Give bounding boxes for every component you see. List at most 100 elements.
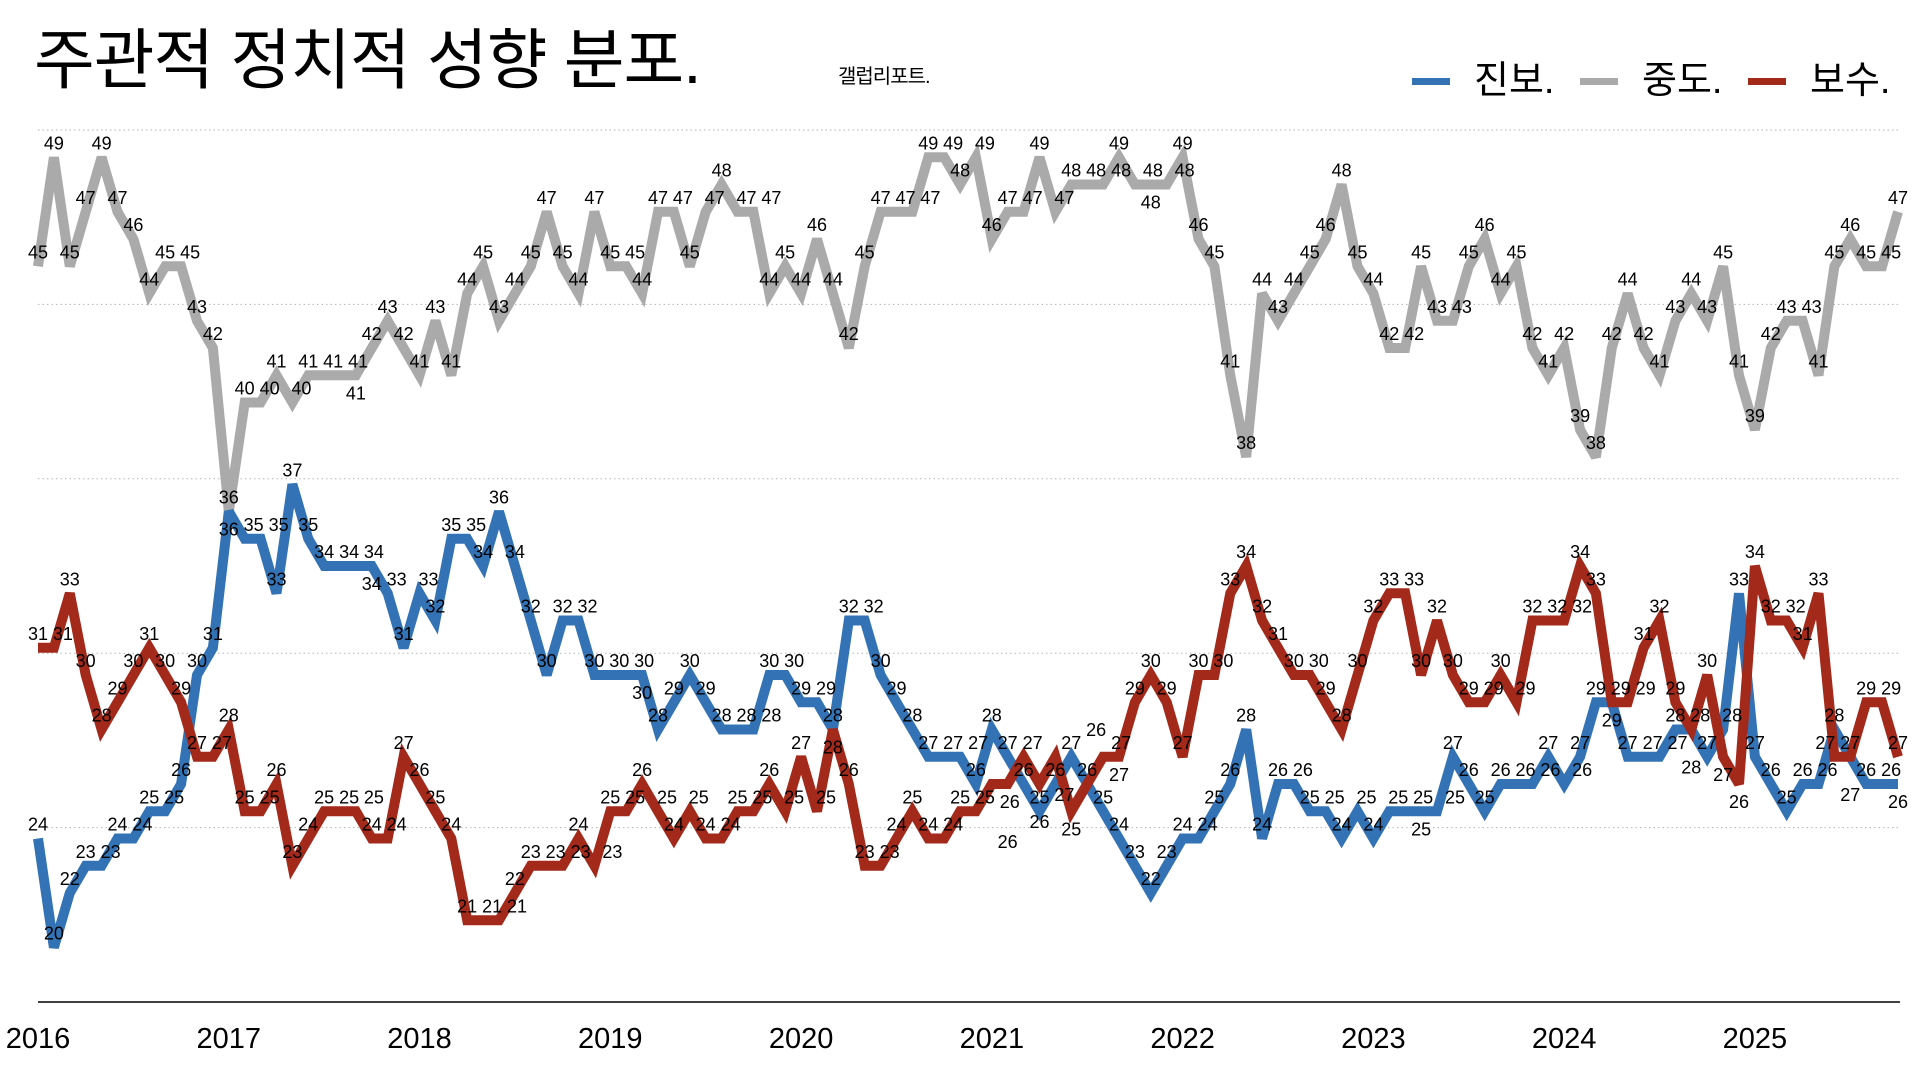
data-label-progressive: 33: [418, 569, 438, 589]
data-label-moderate: 42: [203, 324, 223, 344]
data-label-conservative: 34: [1745, 542, 1765, 562]
data-label-moderate: 40: [235, 379, 255, 399]
data-label-progressive: 29: [1586, 678, 1606, 698]
data-label-conservative: 27: [1840, 785, 1860, 805]
data-label-conservative: 33: [1808, 569, 1828, 589]
x-tick-label: 2018: [387, 1023, 452, 1055]
data-label-moderate: 45: [775, 242, 795, 262]
data-label-moderate: 44: [1618, 270, 1638, 290]
data-label-moderate: 45: [155, 242, 175, 262]
data-label-moderate: 47: [673, 188, 693, 208]
data-label-progressive: 28: [736, 706, 756, 726]
legend-swatch-conservative: [1748, 77, 1786, 85]
data-label-moderate: 44: [457, 270, 477, 290]
data-label-progressive: 27: [1697, 733, 1717, 753]
data-label-conservative: 29: [1515, 678, 1535, 698]
data-label-progressive: 26: [171, 760, 191, 780]
data-label-progressive: 26: [1572, 760, 1592, 780]
data-label-moderate: 49: [92, 133, 112, 153]
data-label-moderate: 47: [705, 188, 725, 208]
data-label-moderate: 39: [1745, 406, 1765, 426]
data-label-conservative: 29: [1665, 678, 1685, 698]
data-label-progressive: 24: [107, 815, 127, 835]
x-tick-label: 2023: [1341, 1023, 1406, 1055]
data-label-progressive: 27: [1840, 733, 1860, 753]
data-label-progressive: 30: [634, 651, 654, 671]
data-label-conservative: 33: [1220, 569, 1240, 589]
data-label-conservative: 29: [1316, 678, 1336, 698]
x-tick-label: 2020: [769, 1023, 834, 1055]
data-label-progressive: 25: [1411, 819, 1431, 839]
data-label-moderate: 38: [1236, 433, 1256, 453]
data-label-conservative: 25: [727, 787, 747, 807]
data-label-moderate: 45: [60, 242, 80, 262]
data-label-moderate: 43: [187, 297, 207, 317]
data-label-moderate: 44: [568, 270, 588, 290]
data-label-conservative: 30: [1697, 651, 1717, 671]
data-label-conservative: 26: [1086, 720, 1106, 740]
data-label-conservative: 25: [975, 787, 995, 807]
data-label-moderate: 47: [76, 188, 96, 208]
data-label-conservative: 24: [362, 815, 382, 835]
data-label-moderate: 43: [1427, 297, 1447, 317]
data-label-moderate: 41: [323, 351, 343, 371]
data-label-progressive: 24: [28, 815, 48, 835]
data-label-conservative: 29: [1856, 678, 1876, 698]
data-label-moderate: 45: [553, 242, 573, 262]
x-tick-label: 2021: [960, 1023, 1025, 1055]
data-label-conservative: 28: [219, 706, 239, 726]
data-label-progressive: 25: [139, 787, 159, 807]
data-label-moderate: 43: [1802, 297, 1822, 317]
data-label-moderate: 49: [1173, 133, 1193, 153]
data-label-conservative: 32: [1522, 597, 1542, 617]
data-label-conservative: 25: [816, 787, 836, 807]
data-label-conservative: 24: [721, 815, 741, 835]
data-label-moderate: 47: [920, 188, 940, 208]
data-label-progressive: 26: [1881, 760, 1901, 780]
source-label: 갤럽리포트.: [838, 66, 931, 88]
data-label-progressive: 32: [864, 597, 884, 617]
data-label-progressive: 27: [918, 733, 938, 753]
data-label-moderate: 39: [1570, 406, 1590, 426]
data-label-progressive: 33: [1729, 569, 1749, 589]
data-label-conservative: 30: [1213, 651, 1233, 671]
data-label-conservative: 26: [409, 760, 429, 780]
data-label-conservative: 25: [314, 787, 334, 807]
data-label-progressive: 26: [1491, 760, 1511, 780]
data-label-progressive: 25: [1445, 787, 1465, 807]
data-label-moderate: 48: [1175, 161, 1195, 181]
data-label-progressive: 30: [680, 651, 700, 671]
data-label-conservative: 27: [394, 733, 414, 753]
data-label-progressive: 25: [1325, 787, 1345, 807]
data-label-conservative: 32: [1572, 597, 1592, 617]
data-label-conservative: 26: [632, 760, 652, 780]
data-label-moderate: 41: [266, 351, 286, 371]
data-label-moderate: 41: [348, 351, 368, 371]
data-label-progressive: 33: [387, 569, 407, 589]
data-label-conservative: 29: [107, 678, 127, 698]
data-label-progressive: 27: [1443, 733, 1463, 753]
data-label-moderate: 47: [648, 188, 668, 208]
data-label-progressive: 37: [282, 460, 302, 480]
data-label-moderate: 44: [1491, 270, 1511, 290]
data-label-progressive: 35: [466, 515, 486, 535]
data-label-conservative: 23: [521, 842, 541, 862]
data-label-moderate: 49: [918, 133, 938, 153]
data-label-conservative: 29: [171, 678, 191, 698]
data-label-progressive: 27: [943, 733, 963, 753]
data-label-moderate: 45: [521, 242, 541, 262]
data-label-progressive: 23: [76, 842, 96, 862]
series-line-progressive: [33, 482, 1898, 949]
data-label-moderate: 44: [1363, 270, 1383, 290]
data-label-moderate: 43: [1665, 297, 1685, 317]
data-label-conservative: 25: [902, 787, 922, 807]
data-label-progressive: 32: [553, 597, 573, 617]
data-label-progressive: 26: [1515, 760, 1535, 780]
data-label-progressive: 27: [1061, 733, 1081, 753]
data-label-progressive: 30: [871, 651, 891, 671]
x-tick-label: 2016: [6, 1023, 71, 1055]
data-label-conservative: 25: [339, 787, 359, 807]
data-label-conservative: 28: [92, 706, 112, 726]
data-label-conservative: 29: [1125, 678, 1145, 698]
